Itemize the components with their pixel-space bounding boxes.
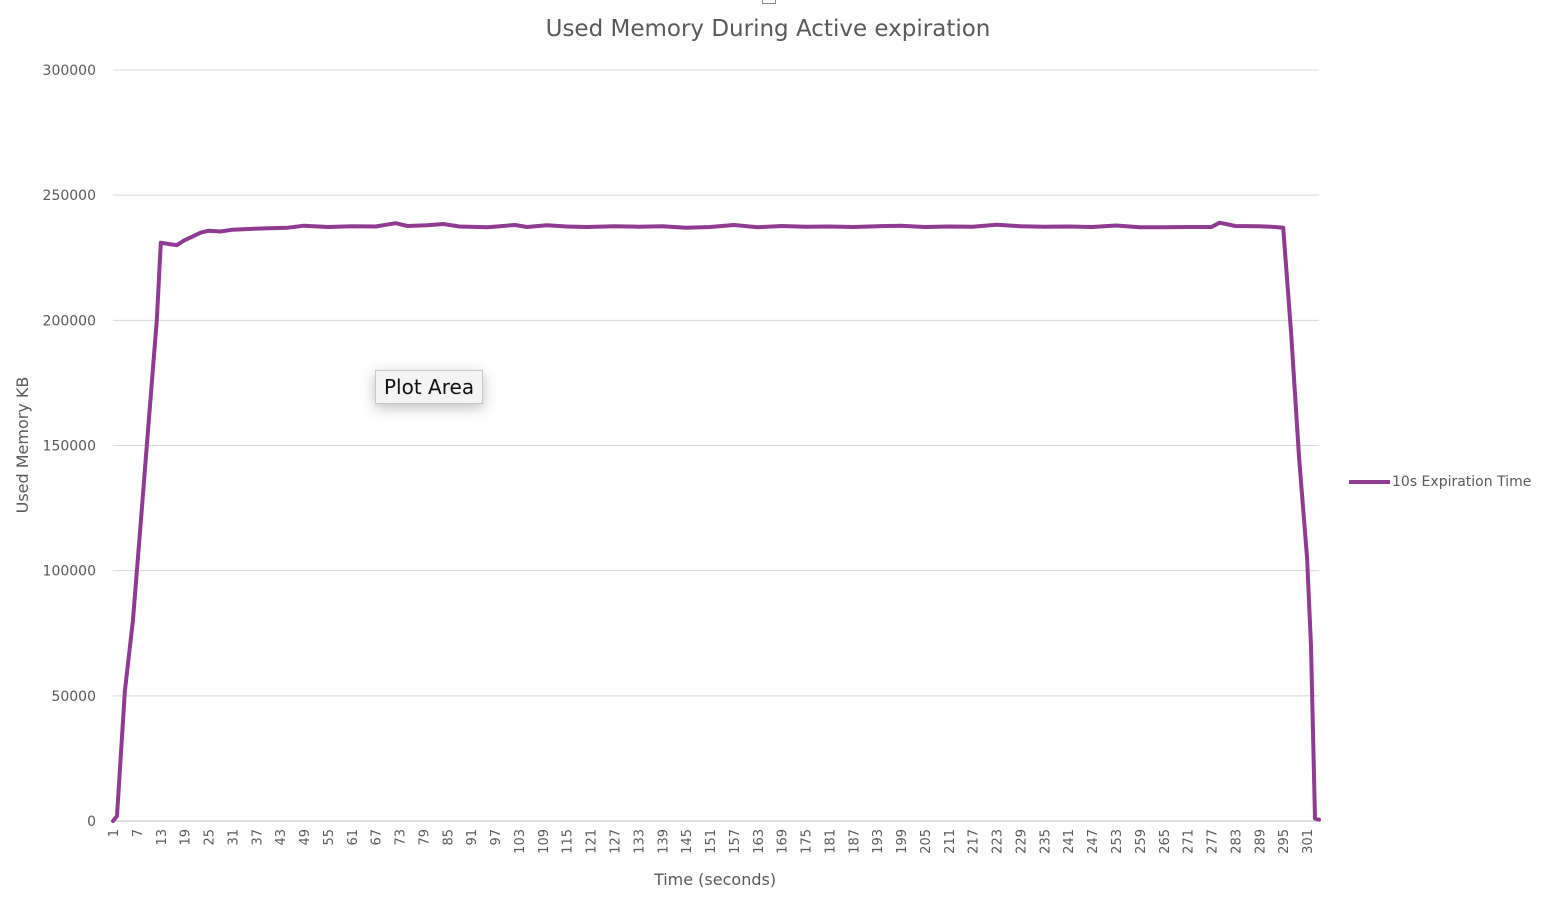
x-tick-label: 73 <box>394 829 409 846</box>
chart-resize-handle[interactable] <box>762 0 776 4</box>
x-tick-label: 175 <box>800 829 815 854</box>
x-tick-label: 163 <box>752 829 767 854</box>
x-tick-label: 1 <box>107 829 122 837</box>
x-tick-label: 169 <box>776 829 791 854</box>
x-tick-label: 91 <box>465 829 480 846</box>
x-tick-label: 247 <box>1086 829 1101 854</box>
x-tick-label: 85 <box>441 829 456 846</box>
y-tick-label: 300000 <box>43 63 96 79</box>
x-tick-label: 241 <box>1062 829 1077 854</box>
x-tick-label: 199 <box>895 829 910 854</box>
x-tick-label: 49 <box>298 829 313 846</box>
series-group <box>111 220 1321 823</box>
x-tick-label: 151 <box>704 829 719 854</box>
x-tick-label: 79 <box>417 829 432 846</box>
x-tick-label: 157 <box>728 829 743 854</box>
x-tick-label: 97 <box>489 829 504 846</box>
x-tick-label: 145 <box>680 829 695 854</box>
x-tick-label: 121 <box>585 829 600 854</box>
x-tick-label: 25 <box>203 829 218 846</box>
x-axis-tick-labels: 1 7 13 19 25 31 37 43 49 55 61 67 73 79 85 91 97 103 109 11… <box>107 829 1316 854</box>
x-tick-label: 13 <box>155 829 170 846</box>
x-tick-label: 139 <box>656 829 671 854</box>
legend[interactable]: 10s Expiration Time <box>1349 474 1531 490</box>
y-axis-tick-labels: 0 50000 100000 150000 200000 250000 300000 <box>43 63 96 830</box>
x-tick-label: 115 <box>561 829 576 854</box>
x-tick-label: 235 <box>1038 829 1053 854</box>
y-tick-label: 0 <box>87 814 96 830</box>
legend-label: 10s Expiration Time <box>1392 474 1531 490</box>
x-tick-label: 55 <box>322 829 337 846</box>
x-tick-label: 133 <box>632 829 647 854</box>
x-tick-label: 277 <box>1206 829 1221 854</box>
y-tick-label: 50000 <box>51 689 96 705</box>
x-tick-label: 253 <box>1110 829 1125 854</box>
x-tick-label: 181 <box>823 829 838 854</box>
gridlines <box>113 69 1319 822</box>
y-tick-label: 100000 <box>43 564 96 580</box>
x-tick-label: 37 <box>250 829 265 846</box>
x-tick-label: 193 <box>871 829 886 854</box>
x-tick-label: 43 <box>274 829 289 846</box>
x-axis-title: Time (seconds) <box>653 870 776 889</box>
x-tick-label: 211 <box>943 829 958 854</box>
chart-title: Used Memory During Active expiration <box>546 16 991 42</box>
x-tick-label: 265 <box>1158 829 1173 854</box>
x-tick-label: 229 <box>1014 829 1029 854</box>
x-tick-label: 289 <box>1253 829 1268 854</box>
y-axis-title: Used Memory KB <box>13 377 32 514</box>
y-tick-label: 250000 <box>43 188 96 204</box>
plot-area-tooltip: Plot Area <box>375 370 484 404</box>
y-tick-label: 150000 <box>43 439 96 455</box>
x-tick-label: 301 <box>1301 829 1316 854</box>
x-tick-label: 7 <box>131 829 146 837</box>
x-tick-label: 271 <box>1182 829 1197 854</box>
x-tick-label: 205 <box>919 829 934 854</box>
x-tick-label: 103 <box>513 829 528 854</box>
series-line[interactable] <box>111 220 1321 823</box>
x-tick-label: 283 <box>1229 829 1244 854</box>
x-tick-label: 19 <box>179 829 194 846</box>
x-tick-label: 223 <box>991 829 1006 854</box>
x-tick-label: 217 <box>967 829 982 854</box>
x-tick-label: 31 <box>226 829 241 846</box>
x-tick-label: 127 <box>609 829 624 854</box>
x-tick-label: 67 <box>370 829 385 846</box>
y-tick-label: 200000 <box>43 313 96 329</box>
x-tick-label: 259 <box>1134 829 1149 854</box>
x-tick-label: 61 <box>346 829 361 846</box>
x-tick-label: 109 <box>537 829 552 854</box>
x-tick-label: 187 <box>847 829 862 854</box>
x-tick-label: 295 <box>1277 829 1292 854</box>
